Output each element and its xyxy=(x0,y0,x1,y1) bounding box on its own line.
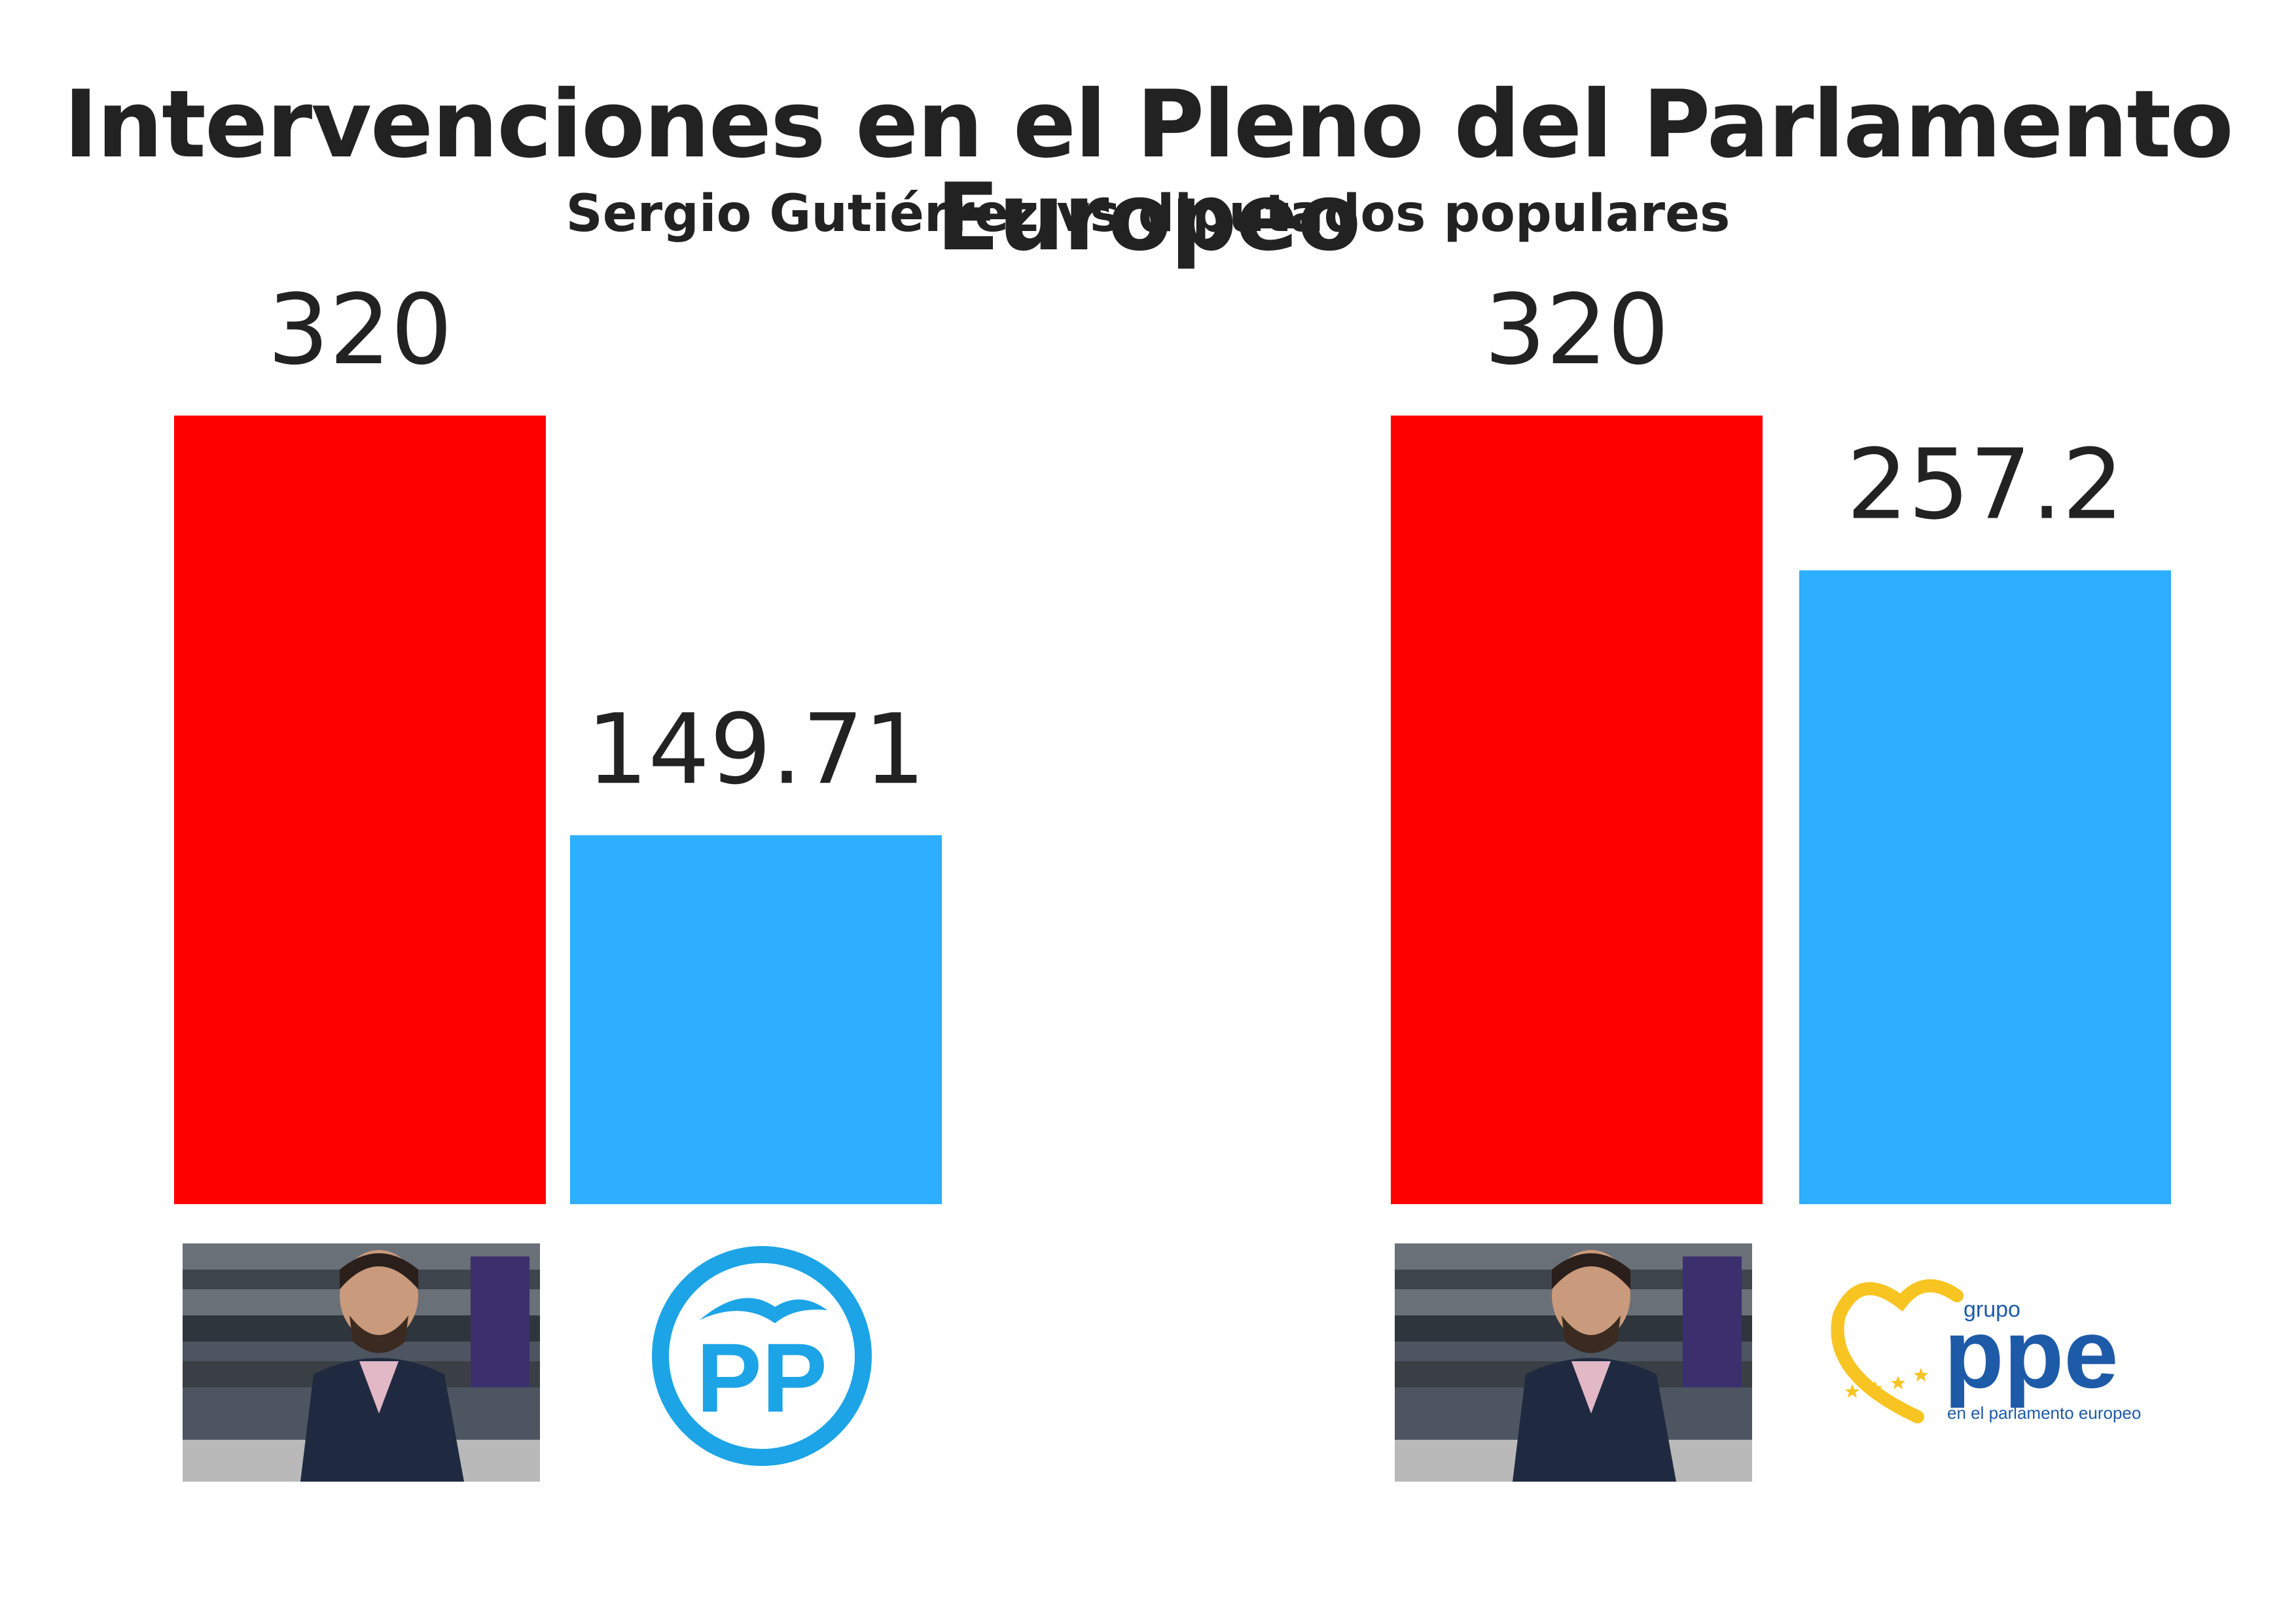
bar-sergio-pp xyxy=(174,416,546,1204)
star-icons xyxy=(1845,1368,1928,1398)
bar-pp-value-label: 149.71 xyxy=(586,693,925,806)
pp-logo: PP xyxy=(651,1245,873,1467)
ppe-logo-caption: en el parlamento europeo xyxy=(1947,1403,2141,1423)
ppe-logo: grupo ppe en el parlamento europeo xyxy=(1826,1276,2147,1440)
chart-title: Intervenciones en el Pleno del Parlament… xyxy=(63,71,2234,272)
bar-sergio-pp-value-label: 320 xyxy=(268,274,453,386)
chart-group-pp: 320 149.71 xyxy=(174,274,942,1204)
sergio-photo-left xyxy=(183,1243,540,1482)
chart-group-ppe: 320 257.2 xyxy=(1391,274,2171,1204)
chart-subtitle: Sergio Gutiérrez vs diputados populares xyxy=(565,185,1731,243)
bar-pp xyxy=(570,835,942,1204)
bar-ppe xyxy=(1799,570,2171,1204)
pp-logo-text: PP xyxy=(696,1323,827,1433)
ppe-logo-small-text: grupo xyxy=(1964,1297,2020,1322)
bar-sergio-ppe-value-label: 320 xyxy=(1484,274,1670,386)
bar-ppe-value-label: 257.2 xyxy=(1846,428,2124,541)
ppe-logo-big-text: ppe xyxy=(1944,1298,2119,1408)
bar-sergio-ppe xyxy=(1391,416,1763,1204)
sergio-photo-right xyxy=(1395,1243,1752,1482)
